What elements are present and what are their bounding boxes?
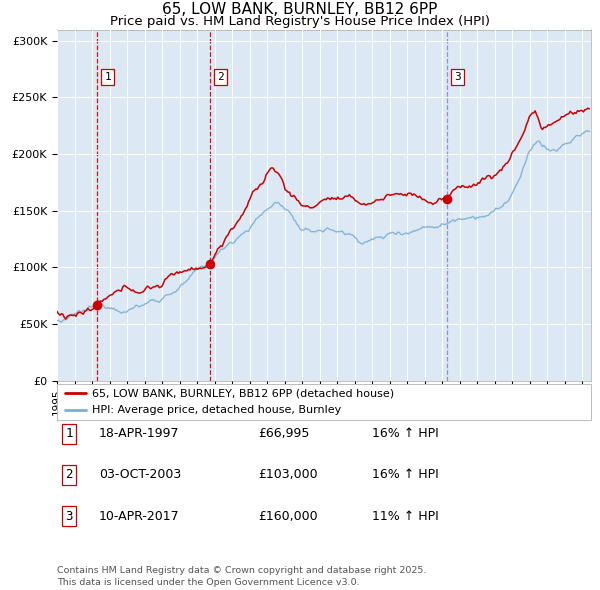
Text: 16% ↑ HPI: 16% ↑ HPI: [372, 427, 439, 440]
Text: £66,995: £66,995: [258, 427, 310, 440]
Text: £103,000: £103,000: [258, 468, 317, 481]
Text: 1: 1: [65, 427, 73, 440]
Text: 18-APR-1997: 18-APR-1997: [99, 427, 179, 440]
Text: 16% ↑ HPI: 16% ↑ HPI: [372, 468, 439, 481]
Text: 11% ↑ HPI: 11% ↑ HPI: [372, 510, 439, 523]
Text: 65, LOW BANK, BURNLEY, BB12 6PP: 65, LOW BANK, BURNLEY, BB12 6PP: [163, 2, 437, 17]
Text: 3: 3: [65, 510, 73, 523]
Text: 1: 1: [104, 72, 111, 82]
Text: Contains HM Land Registry data © Crown copyright and database right 2025.
This d: Contains HM Land Registry data © Crown c…: [57, 566, 427, 587]
Text: HPI: Average price, detached house, Burnley: HPI: Average price, detached house, Burn…: [92, 405, 341, 415]
Text: 3: 3: [454, 72, 461, 82]
Text: 2: 2: [217, 72, 224, 82]
Text: 10-APR-2017: 10-APR-2017: [99, 510, 179, 523]
Text: Price paid vs. HM Land Registry's House Price Index (HPI): Price paid vs. HM Land Registry's House …: [110, 15, 490, 28]
Text: 2: 2: [65, 468, 73, 481]
Text: 03-OCT-2003: 03-OCT-2003: [99, 468, 181, 481]
Text: 65, LOW BANK, BURNLEY, BB12 6PP (detached house): 65, LOW BANK, BURNLEY, BB12 6PP (detache…: [92, 388, 394, 398]
Text: £160,000: £160,000: [258, 510, 317, 523]
